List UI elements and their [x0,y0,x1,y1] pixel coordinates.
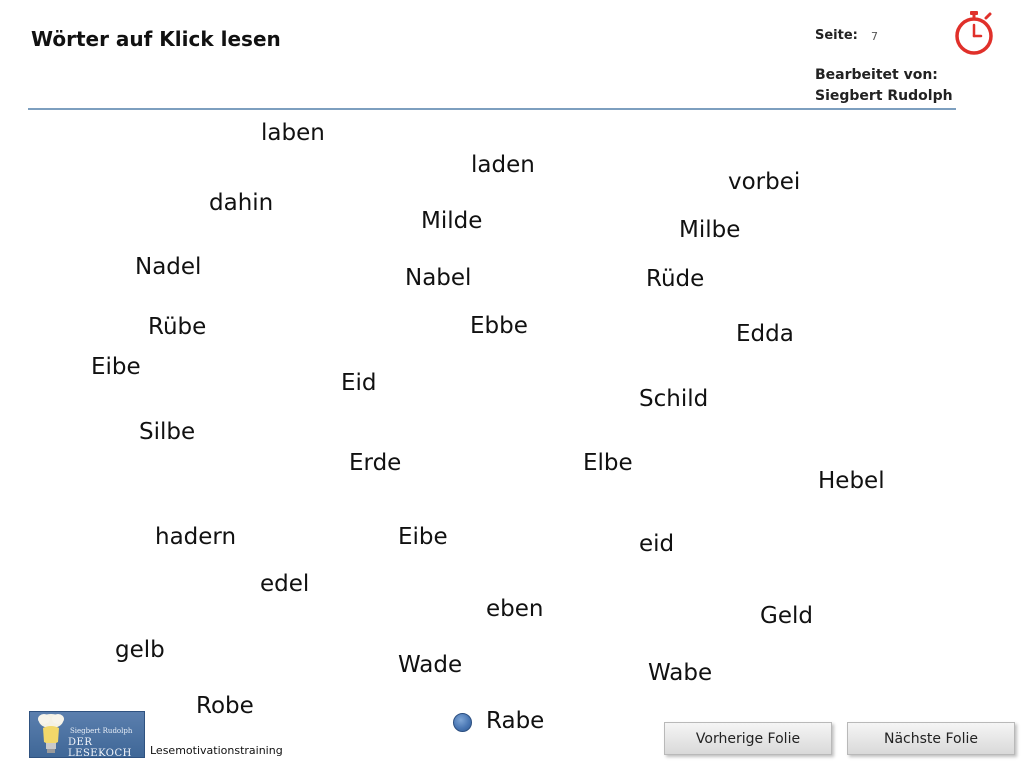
word-hebel[interactable]: Hebel [818,468,885,494]
word-edda[interactable]: Edda [736,321,794,347]
page-title: Wörter auf Klick lesen [31,27,281,51]
word-schild[interactable]: Schild [639,386,709,412]
word-ruebe[interactable]: Rübe [148,314,207,340]
word-erde[interactable]: Erde [349,450,402,476]
word-eid-2[interactable]: eid [639,531,675,557]
page-number: 7 [871,30,878,43]
word-ruede[interactable]: Rüde [646,266,705,292]
blue-dot-icon[interactable] [453,713,472,732]
editor-name: Siegbert Rudolph [815,88,953,104]
word-milde[interactable]: Milde [421,208,483,234]
word-elbe[interactable]: Elbe [583,450,633,476]
word-ebbe[interactable]: Ebbe [470,313,528,339]
logo-author: Siegbert Rudolph [70,727,133,735]
footer-label: Lesemotivationstraining [150,744,283,757]
word-eben[interactable]: eben [486,596,544,622]
word-geld[interactable]: Geld [760,603,813,629]
lightbulb-chef-icon [38,714,64,753]
word-rabe[interactable]: Rabe [486,708,545,734]
word-eibe-2[interactable]: Eibe [398,524,448,550]
editor-label: Bearbeitet von: [815,67,938,83]
page-label: Seite: [815,28,858,43]
word-silbe[interactable]: Silbe [139,419,196,445]
word-wade[interactable]: Wade [398,652,463,678]
word-milbe[interactable]: Milbe [679,217,741,243]
word-nabel[interactable]: Nabel [405,265,472,291]
word-laben[interactable]: laben [261,120,325,146]
stopwatch-icon[interactable] [950,8,998,56]
word-wabe[interactable]: Wabe [648,660,713,686]
word-hadern[interactable]: hadern [155,524,237,550]
word-dahin[interactable]: dahin [209,190,274,216]
word-laden[interactable]: laden [471,152,535,178]
previous-slide-button[interactable]: Vorherige Folie [664,722,832,755]
word-robe[interactable]: Robe [196,693,254,719]
logo-brand: DER LESEKOCH [68,737,132,758]
word-eid[interactable]: Eid [341,370,377,396]
word-nadel[interactable]: Nadel [135,254,202,280]
word-edel[interactable]: edel [260,571,310,597]
word-eibe[interactable]: Eibe [91,354,141,380]
next-slide-button[interactable]: Nächste Folie [847,722,1015,755]
lesekoch-logo: Siegbert Rudolph DER LESEKOCH [29,711,145,758]
word-gelb[interactable]: gelb [115,637,165,663]
header-divider [28,108,956,110]
word-vorbei[interactable]: vorbei [728,169,801,195]
